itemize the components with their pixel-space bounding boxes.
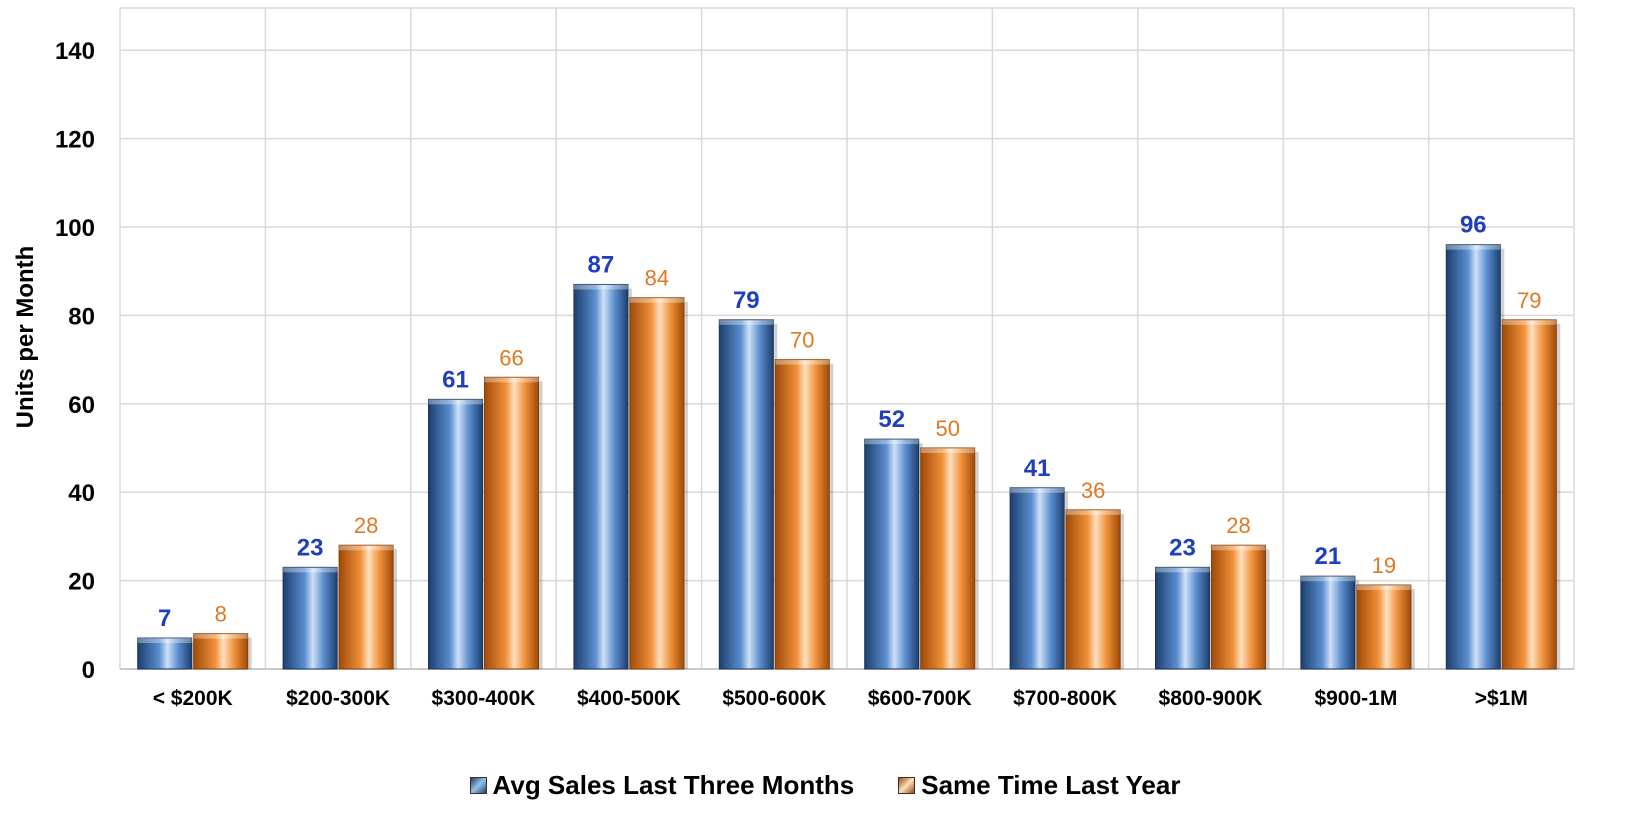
bar-avg-sales [282,566,338,670]
bars [137,244,1561,670]
bar-avg-sales [1155,566,1210,670]
y-tick-label: 80 [68,303,95,330]
bar-top-bevel [137,638,192,644]
data-label: 41 [1024,455,1051,482]
bar-top-bevel [484,377,539,383]
bar-top-bevel [1066,509,1121,515]
bar-top-bevel [864,439,919,445]
x-tick-label: $900-1M [1314,687,1397,710]
axes: Units per Month 0 20 40 60 80 100 120 140 < $200… [12,38,1528,710]
data-label: 21 [1315,543,1342,570]
legend-label-series-2: Same Time Last Year [921,770,1181,800]
x-tick-label: $500-600K [722,687,826,710]
data-label: 96 [1460,212,1487,239]
bar-top-bevel [1211,545,1266,551]
bar-top-bevel [1155,567,1210,573]
y-tick-label: 40 [68,480,95,507]
data-label: 19 [1372,553,1396,578]
bar-top-bevel [775,359,830,365]
data-label: 28 [354,513,378,538]
bar-avg-sales [573,283,629,670]
data-label: 7 [158,605,171,632]
legend-swatch-orange [898,777,916,794]
bar-top-bevel [428,399,483,405]
bar-avg-sales [428,398,483,670]
bar-top-bevel [283,567,338,573]
data-label: 50 [935,416,959,441]
bar-last-year [774,359,830,670]
data-label: 28 [1226,513,1250,538]
data-label: 79 [733,287,760,314]
legend: Avg Sales Last Three Months Same Time La… [0,770,1650,801]
y-tick-label: 0 [82,657,95,684]
bar-last-year [629,297,685,670]
data-label: 70 [790,328,814,353]
bar-last-year [1211,544,1266,670]
bar-last-year [484,376,539,670]
data-label: 36 [1081,478,1105,503]
bar-avg-sales [864,438,920,670]
data-label: 84 [645,266,669,291]
bar-top-bevel [719,319,774,325]
data-label: 79 [1517,288,1541,313]
x-tick-label: < $200K [153,687,233,710]
data-label: 23 [1169,534,1196,561]
bar-last-year [193,633,249,670]
bar-top-bevel [920,448,975,453]
data-label: 23 [297,534,324,561]
data-label: 52 [878,406,905,433]
bar-last-year [1356,584,1412,670]
bar-avg-sales [1445,244,1501,670]
legend-swatch-blue [469,777,487,794]
data-label: 8 [215,602,227,627]
y-tick-label: 140 [55,38,95,65]
bar-last-year [1501,319,1557,670]
data-label: 61 [442,366,469,393]
x-tick-label: $300-400K [432,687,536,710]
y-axis-title: Units per Month [12,246,39,429]
bar-top-bevel [193,633,248,639]
bar-last-year [338,544,394,670]
bar-top-bevel [1356,585,1411,591]
x-tick-label: $700-800K [1013,687,1117,710]
bar-top-bevel [1502,319,1557,325]
bar-top-bevel [339,545,394,551]
bar-avg-sales [137,637,193,670]
bar-last-year [1065,509,1121,670]
bar-top-bevel [629,297,684,303]
data-label: 66 [499,345,523,370]
x-tick-label: $800-900K [1159,687,1263,710]
bar-avg-sales [718,319,774,670]
bar-last-year [920,447,976,670]
bar-top-bevel [1010,487,1065,493]
data-labels: 7 8 23 28 61 66 87 84 79 70 52 50 41 36 23 28 21 19 96 79 [158,212,1542,632]
bar-top-bevel [573,284,628,290]
legend-item-series-1: Avg Sales Last Three Months [469,770,855,801]
y-tick-label: 100 [55,215,95,242]
bar-top-bevel [1300,576,1355,582]
bar-avg-sales [1009,487,1065,670]
y-tick-label: 60 [68,392,95,419]
x-tick-label: $200-300K [286,687,390,710]
x-tick-label: >$1M [1475,687,1528,710]
y-tick-label: 20 [68,569,95,596]
x-tick-label: $400-500K [577,687,681,710]
legend-label-series-1: Avg Sales Last Three Months [492,770,855,800]
gridlines [119,7,1575,670]
legend-item-series-2: Same Time Last Year [898,770,1180,801]
bar-top-bevel [1446,244,1501,250]
y-tick-label: 120 [55,127,95,154]
bar-avg-sales [1300,575,1356,670]
data-label: 87 [588,251,615,278]
x-tick-label: $600-700K [868,687,972,710]
